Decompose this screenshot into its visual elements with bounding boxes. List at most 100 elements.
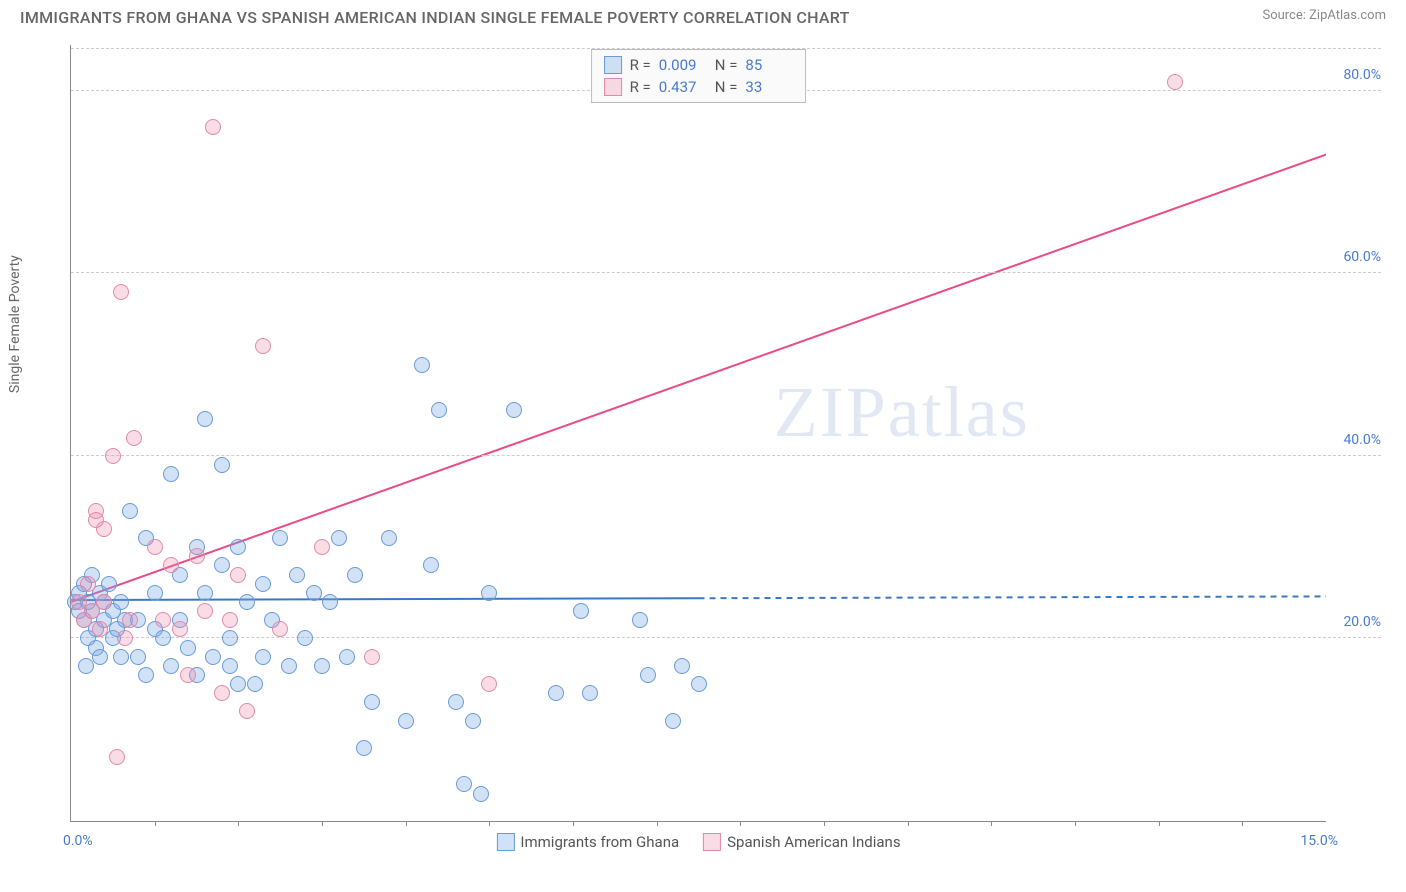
y-axis-label: Single Female Poverty (7, 255, 23, 393)
scatter-point (423, 557, 439, 573)
x-tick (1075, 821, 1076, 826)
scatter-point (147, 585, 163, 601)
legend-bottom-swatch-1 (496, 833, 514, 851)
y-tick-label: 80.0% (1335, 67, 1381, 83)
scatter-point (272, 621, 288, 637)
plot-area: ZIPatlas R = 0.009 N = 85 R = 0.437 N = … (70, 45, 1326, 822)
scatter-point (163, 557, 179, 573)
x-tick (740, 821, 741, 826)
scatter-point (674, 658, 690, 674)
scatter-point (247, 676, 263, 692)
scatter-point (230, 676, 246, 692)
scatter-point (665, 713, 681, 729)
scatter-point (381, 530, 397, 546)
scatter-point (431, 402, 447, 418)
scatter-point (465, 713, 481, 729)
scatter-point (96, 594, 112, 610)
chart-header: IMMIGRANTS FROM GHANA VS SPANISH AMERICA… (0, 0, 1406, 27)
scatter-point (222, 658, 238, 674)
watermark: ZIPatlas (774, 371, 1030, 454)
x-tick (991, 821, 992, 826)
chart-source: Source: ZipAtlas.com (1262, 8, 1386, 23)
scatter-point (109, 749, 125, 765)
scatter-point (448, 694, 464, 710)
scatter-point (239, 703, 255, 719)
scatter-point (548, 685, 564, 701)
scatter-point (197, 585, 213, 601)
scatter-point (481, 676, 497, 692)
x-tick-label: 15.0% (1300, 833, 1338, 849)
scatter-point (473, 786, 489, 802)
legend-top: R = 0.009 N = 85 R = 0.437 N = 33 (591, 49, 807, 103)
scatter-point (281, 658, 297, 674)
legend-n-2: 33 (745, 78, 793, 96)
scatter-point (172, 621, 188, 637)
scatter-point (573, 603, 589, 619)
legend-bottom: Immigrants from Ghana Spanish American I… (496, 833, 900, 851)
scatter-point (364, 694, 380, 710)
scatter-point (101, 576, 117, 592)
scatter-point (214, 557, 230, 573)
scatter-point (113, 284, 129, 300)
scatter-point (364, 649, 380, 665)
scatter-point (356, 740, 372, 756)
x-tick (573, 821, 574, 826)
x-tick (657, 821, 658, 826)
scatter-point (691, 676, 707, 692)
legend-bottom-item-2: Spanish American Indians (703, 833, 900, 851)
scatter-point (456, 776, 472, 792)
scatter-point (339, 649, 355, 665)
scatter-point (414, 357, 430, 373)
scatter-point (92, 621, 108, 637)
scatter-point (105, 448, 121, 464)
scatter-point (113, 649, 129, 665)
scatter-point (197, 411, 213, 427)
scatter-point (322, 594, 338, 610)
y-tick-label: 20.0% (1335, 614, 1381, 630)
trend-lines (71, 45, 1326, 821)
scatter-point (214, 685, 230, 701)
scatter-point (155, 630, 171, 646)
scatter-point (632, 612, 648, 628)
scatter-point (297, 630, 313, 646)
x-tick (908, 821, 909, 826)
x-tick (238, 821, 239, 826)
scatter-point (255, 338, 271, 354)
scatter-point (147, 539, 163, 555)
scatter-point (289, 567, 305, 583)
legend-r-1: 0.009 (659, 56, 707, 74)
scatter-point (239, 594, 255, 610)
scatter-point (155, 612, 171, 628)
x-tick (322, 821, 323, 826)
y-tick-label: 40.0% (1335, 432, 1381, 448)
legend-bottom-label-2: Spanish American Indians (727, 833, 900, 851)
x-tick (824, 821, 825, 826)
legend-swatch-2 (604, 78, 622, 96)
scatter-point (130, 649, 146, 665)
legend-bottom-label-1: Immigrants from Ghana (520, 833, 679, 851)
x-tick (1242, 821, 1243, 826)
scatter-point (255, 576, 271, 592)
scatter-point (189, 548, 205, 564)
scatter-point (96, 521, 112, 537)
scatter-point (78, 658, 94, 674)
scatter-point (92, 649, 108, 665)
scatter-point (314, 658, 330, 674)
scatter-point (255, 649, 271, 665)
x-tick (155, 821, 156, 826)
scatter-point (122, 612, 138, 628)
scatter-point (113, 594, 129, 610)
scatter-point (230, 567, 246, 583)
scatter-point (138, 667, 154, 683)
legend-row-1: R = 0.009 N = 85 (604, 54, 794, 76)
gridline-h (71, 455, 1381, 456)
scatter-point (222, 630, 238, 646)
scatter-point (582, 685, 598, 701)
scatter-point (222, 612, 238, 628)
scatter-point (481, 585, 497, 601)
scatter-point (122, 503, 138, 519)
legend-row-2: R = 0.437 N = 33 (604, 76, 794, 98)
x-tick (489, 821, 490, 826)
y-tick-label: 60.0% (1335, 249, 1381, 265)
legend-bottom-swatch-2 (703, 833, 721, 851)
